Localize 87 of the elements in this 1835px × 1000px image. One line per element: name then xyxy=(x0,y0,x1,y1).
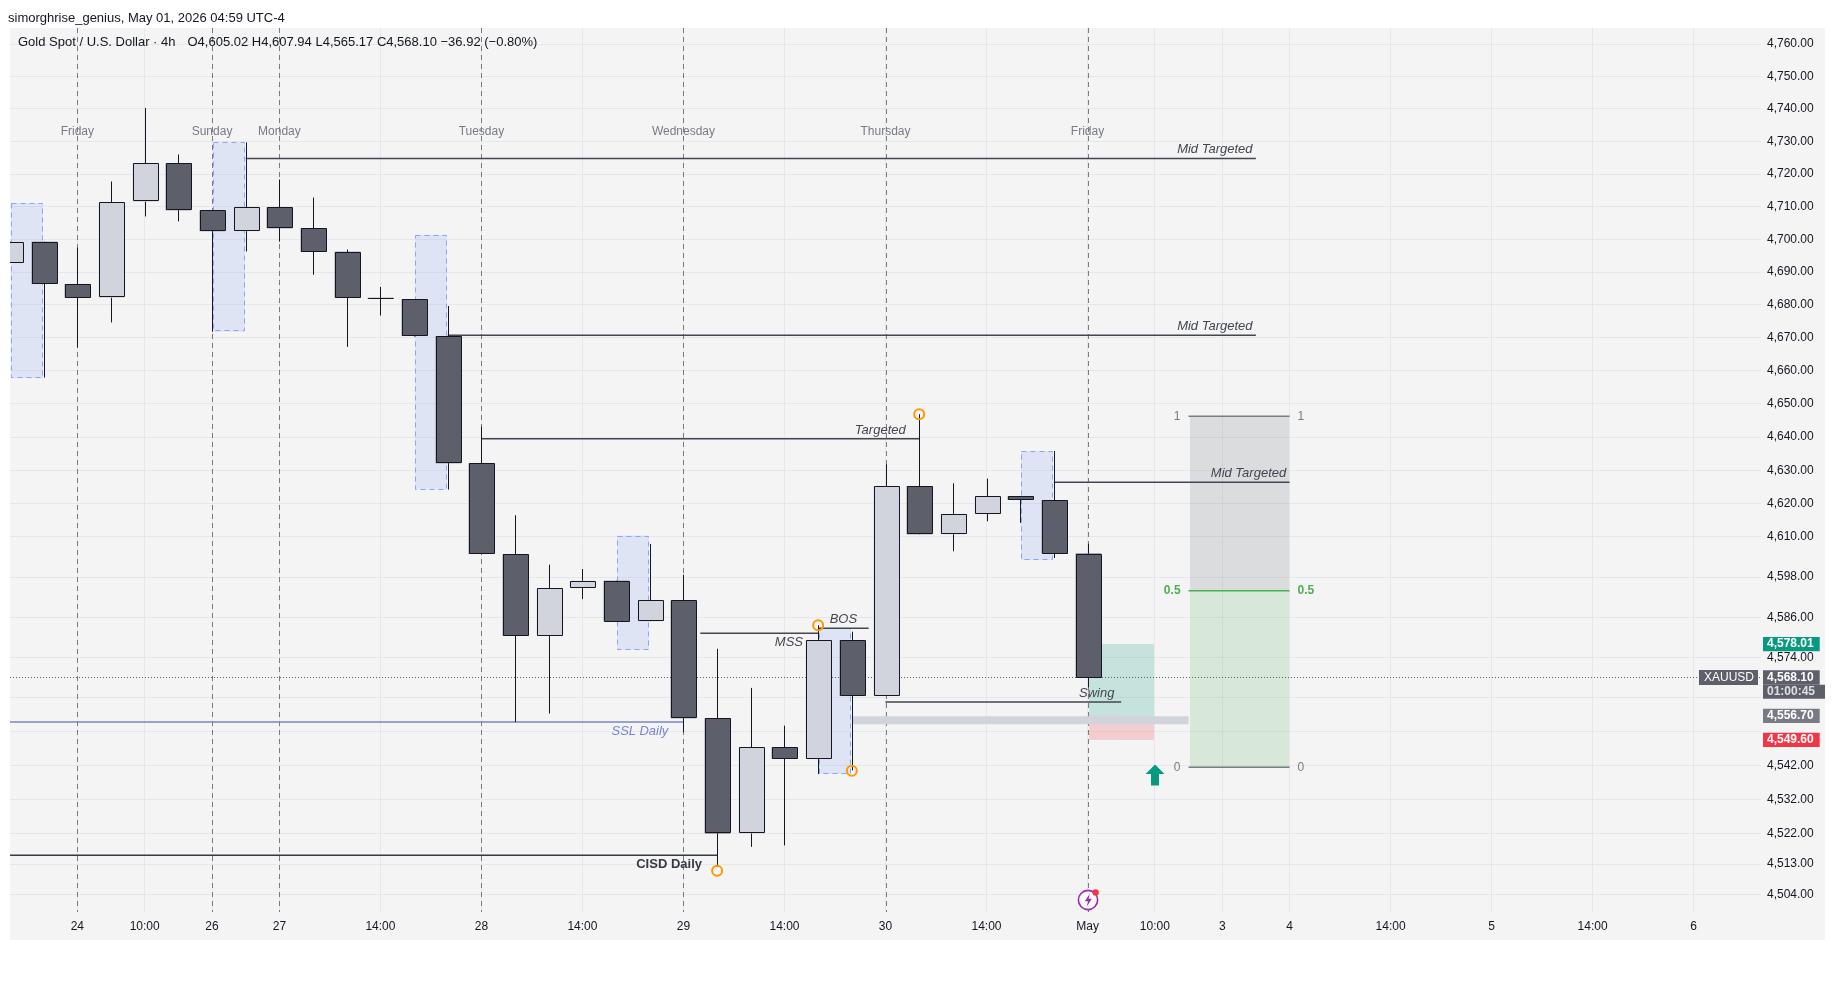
series-label: Mid Targeted xyxy=(1177,318,1254,334)
text: Gold Spot / U.S. Dollar · 4h xyxy=(18,33,176,49)
ref-line-label: Friday xyxy=(60,124,95,139)
series-label: BOS xyxy=(829,611,858,627)
x-tick-label: 5 xyxy=(1488,918,1496,933)
x-tick-label: 26 xyxy=(205,918,220,933)
y-tick-label: 4,650.00 xyxy=(1767,396,1815,411)
text: 01:00:45 xyxy=(1767,683,1816,698)
x-tick-label: 28 xyxy=(474,918,489,933)
y-tick-label: 4,750.00 xyxy=(1767,68,1815,83)
y-tick-label: 4,513.00 xyxy=(1767,856,1815,871)
y-tick-label: 4,586.00 xyxy=(1767,609,1815,624)
y-tick-label: 4,532.00 xyxy=(1767,791,1815,806)
series-label: Swing xyxy=(1079,685,1116,701)
x-tick-label: 14:00 xyxy=(769,918,800,933)
ref-line-label: Friday xyxy=(1070,124,1105,139)
y-tick-label: 4,680.00 xyxy=(1767,297,1815,312)
series-label: Mid Targeted xyxy=(1210,465,1287,481)
x-tick-label: 10:00 xyxy=(129,918,161,933)
x-tick-label: 4 xyxy=(1286,918,1294,933)
y-tick-label: 4,660.00 xyxy=(1767,363,1815,378)
x-tick-label: 6 xyxy=(1690,918,1698,933)
series-label: CISD Daily xyxy=(636,856,703,872)
series-label: Targeted xyxy=(854,421,907,437)
x-tick-label: 14:00 xyxy=(567,918,598,933)
y-tick-label: 4,640.00 xyxy=(1767,429,1815,444)
series-label: MSS xyxy=(774,634,804,650)
candlestick xyxy=(569,568,596,600)
y-tick-label: 4,630.00 xyxy=(1767,462,1815,477)
y-tick-label: 4,620.00 xyxy=(1767,495,1815,510)
y-tick-label: 4,610.00 xyxy=(1767,529,1815,544)
text: O4,605.02 H4,607.94 L4,565.17 C4,568.10 −36.92 (−0.80%) xyxy=(187,33,538,49)
point xyxy=(711,864,724,877)
ref-line-label: Thursday xyxy=(860,124,911,139)
text: 0 xyxy=(1297,759,1305,774)
y-tick-label: 4,670.00 xyxy=(1767,330,1815,345)
text: simorghrise_genius, May 01, 2026 04:59 UTC-4 xyxy=(8,9,285,25)
candlestick xyxy=(367,286,394,317)
series-label: 0 xyxy=(1173,759,1181,774)
bar xyxy=(1190,590,1222,768)
ref-line-label: Monday xyxy=(258,124,301,139)
y-tick-label: 4,542.00 xyxy=(1767,757,1815,772)
x-tick-label: 14:00 xyxy=(1577,918,1608,933)
x-tick-label: 30 xyxy=(878,918,893,933)
y-tick-label: 4,574.00 xyxy=(1767,649,1815,664)
candlestick xyxy=(1007,495,1034,524)
candlestick xyxy=(771,725,798,846)
y-tick-label: 4,568.10 xyxy=(1767,669,1815,684)
y-tick-label: 4,730.00 xyxy=(1767,133,1815,148)
text: 0.5 xyxy=(1297,583,1315,598)
candlestick xyxy=(64,247,91,348)
point xyxy=(913,408,926,421)
series-label: SSL Daily xyxy=(611,723,670,739)
series-label: 0.5 xyxy=(1163,583,1181,598)
x-tick-label: 24 xyxy=(70,918,85,933)
y-tick-label: 4,522.00 xyxy=(1767,825,1815,840)
y-tick-label: 4,690.00 xyxy=(1767,264,1815,279)
y-tick-label: 4,549.60 xyxy=(1767,732,1815,747)
y-tick-label: 4,578.01 xyxy=(1767,636,1815,651)
text: 1 xyxy=(1297,408,1305,423)
bar xyxy=(1256,590,1289,768)
x-tick-label: 14:00 xyxy=(971,918,1002,933)
bar xyxy=(1222,590,1256,768)
x-tick-label: May xyxy=(1076,918,1099,933)
y-tick-label: 4,710.00 xyxy=(1767,198,1815,213)
y-tick-label: 4,598.00 xyxy=(1767,569,1815,584)
ref-line-label: Wednesday xyxy=(651,124,716,139)
ref-line-label: XAUUSD xyxy=(1703,669,1755,684)
x-tick-label: 3 xyxy=(1218,918,1226,933)
x-tick-label: 10:00 xyxy=(1139,918,1171,933)
ref-line-label: Tuesday xyxy=(458,124,505,139)
point xyxy=(845,764,858,777)
y-tick-label: 4,700.00 xyxy=(1767,231,1815,246)
y-tick-label: 4,740.00 xyxy=(1767,101,1815,116)
point xyxy=(812,619,825,632)
y-tick-label: 4,760.00 xyxy=(1767,36,1815,51)
y-tick-label: 4,504.00 xyxy=(1767,887,1815,902)
x-tick-label: 14:00 xyxy=(365,918,396,933)
x-tick-label: 14:00 xyxy=(1375,918,1406,933)
series-label: 1 xyxy=(1173,408,1181,423)
x-tick-label: 29 xyxy=(676,918,691,933)
y-tick-label: 4,720.00 xyxy=(1767,166,1815,181)
x-tick-label: 27 xyxy=(272,918,287,933)
y-tick-label: 4,556.70 xyxy=(1767,708,1815,723)
ref-line-label: Sunday xyxy=(191,124,233,139)
series-label: Mid Targeted xyxy=(1177,141,1254,157)
bar xyxy=(1121,644,1154,716)
